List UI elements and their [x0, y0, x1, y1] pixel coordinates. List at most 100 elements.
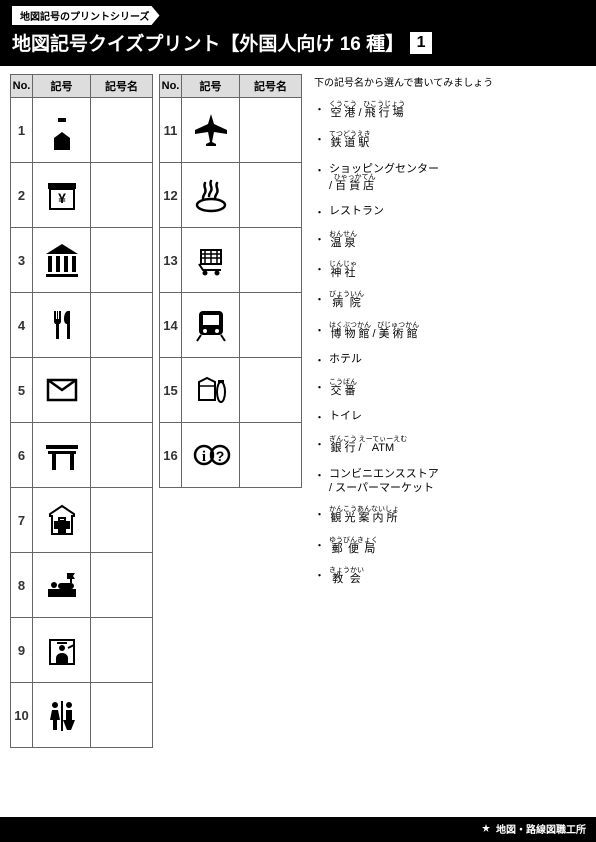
answer-cell — [240, 293, 302, 358]
answer-cell — [91, 618, 153, 683]
church-icon — [42, 110, 82, 150]
onsen-icon — [191, 175, 231, 215]
answer-text: トイレ — [329, 409, 362, 423]
answer-item: ・トイレ — [314, 409, 586, 425]
row-number: 16 — [160, 423, 182, 488]
answer-cell — [240, 423, 302, 488]
answer-item: ・ホテル — [314, 352, 586, 368]
train-icon — [191, 305, 231, 345]
answer-text: 博物館はくぶつかん / 美術館びじゅつかん — [329, 322, 419, 341]
symbol-cell — [182, 293, 240, 358]
footer-text: 地図・路線図職工所 — [496, 825, 586, 836]
row-number: 15 — [160, 358, 182, 423]
content-area: No. 記号 記号名 12345678910 No. 記号 記号名 111213… — [0, 66, 596, 748]
toilet-icon — [42, 695, 82, 735]
table-row: 7 — [11, 488, 153, 553]
answer-item: ・神社じんじゃ — [314, 261, 586, 280]
answer-cell — [240, 98, 302, 163]
row-number: 6 — [11, 423, 33, 488]
answer-cell — [91, 553, 153, 618]
answer-text: 鉄道駅てつどうえき — [329, 131, 371, 150]
bullet: ・ — [314, 322, 325, 338]
answer-text: 交番こうばん — [329, 379, 357, 398]
table-row: 11 — [160, 98, 302, 163]
symbol-cell — [33, 683, 91, 748]
hotel-icon — [42, 565, 82, 605]
symbol-cell — [33, 618, 91, 683]
answer-text: コンビニエンスストア / スーパーマーケット — [329, 467, 439, 496]
row-number: 2 — [11, 163, 33, 228]
answer-text: ホテル — [329, 352, 362, 366]
answer-cell — [240, 163, 302, 228]
answer-cell — [91, 358, 153, 423]
left-column: No. 記号 記号名 12345678910 — [10, 74, 153, 748]
bullet: ・ — [314, 506, 325, 522]
police-icon — [42, 630, 82, 670]
answer-item: ・レストラン — [314, 204, 586, 220]
table-row: 12 — [160, 163, 302, 228]
answer-item: ・郵便局ゆうびんきょく — [314, 537, 586, 556]
quiz-table-right: No. 記号 記号名 111213141516 — [159, 74, 302, 488]
restaurant-icon — [42, 305, 82, 345]
symbol-cell — [33, 358, 91, 423]
header: 地図記号のプリントシリーズ 地図記号クイズプリント【外国人向け 16 種】 1 — [0, 0, 596, 66]
answer-text: ショッピングセンター / 百貨店ひゃっかてん — [329, 162, 439, 193]
page-number-badge: 1 — [410, 32, 432, 54]
row-number: 12 — [160, 163, 182, 228]
answer-bank: 下の記号名から選んで書いてみましょう ・空港くうこう / 飛行場ひこうじょう・鉄… — [308, 74, 586, 748]
answer-item: ・鉄道駅てつどうえき — [314, 131, 586, 150]
answer-item: ・教会きょうかい — [314, 567, 586, 586]
post-icon — [42, 370, 82, 410]
bullet: ・ — [314, 204, 325, 220]
table-row: 6 — [11, 423, 153, 488]
table-row: 5 — [11, 358, 153, 423]
answer-cell — [91, 228, 153, 293]
row-number: 10 — [11, 683, 33, 748]
table-row: 3 — [11, 228, 153, 293]
answer-text: 神社じんじゃ — [329, 261, 357, 280]
row-number: 5 — [11, 358, 33, 423]
bullet: ・ — [314, 567, 325, 583]
symbol-cell — [182, 163, 240, 228]
symbol-cell — [182, 228, 240, 293]
answer-item: ・銀行ぎんこう /ATMえーてぃーえむ — [314, 436, 586, 455]
answer-text: 郵便局ゆうびんきょく — [329, 537, 378, 556]
answer-text: 空港くうこう / 飛行場ひこうじょう — [329, 101, 405, 120]
symbol-cell — [182, 423, 240, 488]
row-number: 4 — [11, 293, 33, 358]
row-number: 13 — [160, 228, 182, 293]
answer-cell — [91, 423, 153, 488]
answer-cell — [240, 228, 302, 293]
museum-icon — [42, 240, 82, 280]
shopping-icon — [191, 240, 231, 280]
bullet: ・ — [314, 409, 325, 425]
hospital-icon — [42, 500, 82, 540]
col-header-name: 記号名 — [91, 75, 153, 98]
row-number: 1 — [11, 98, 33, 163]
table-row: 14 — [160, 293, 302, 358]
bullet: ・ — [314, 131, 325, 147]
answer-cell — [91, 98, 153, 163]
answer-cell — [91, 163, 153, 228]
symbol-cell — [33, 98, 91, 163]
right-column: No. 記号 記号名 111213141516 — [159, 74, 302, 748]
table-row: 13 — [160, 228, 302, 293]
answer-text: レストラン — [329, 204, 384, 218]
bullet: ・ — [314, 467, 325, 483]
col-header-symbol: 記号 — [33, 75, 91, 98]
bullet: ・ — [314, 231, 325, 247]
table-row: 15 — [160, 358, 302, 423]
bullet: ・ — [314, 436, 325, 452]
page-title: 地図記号クイズプリント【外国人向け 16 種】 — [12, 29, 404, 56]
row-number: 3 — [11, 228, 33, 293]
convenience-icon — [191, 370, 231, 410]
table-row: 10 — [11, 683, 153, 748]
footer-logo-icon — [480, 823, 492, 838]
answer-item: ・ショッピングセンター / 百貨店ひゃっかてん — [314, 162, 586, 193]
table-row: 1 — [11, 98, 153, 163]
answer-text: 病院びょういん — [329, 291, 364, 310]
footer: 地図・路線図職工所 — [0, 817, 596, 842]
bullet: ・ — [314, 537, 325, 553]
answer-text: 温泉おんせん — [329, 231, 357, 250]
answer-text: 教会きょうかい — [329, 567, 364, 586]
